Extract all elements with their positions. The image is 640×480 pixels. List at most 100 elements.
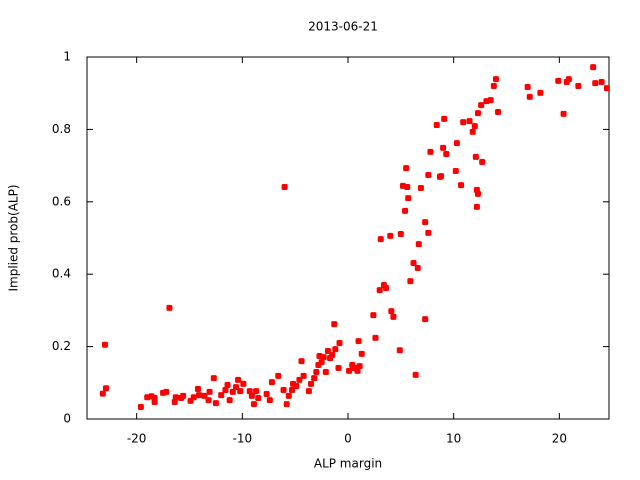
point [383, 284, 390, 291]
x-tick-label: -10 [233, 432, 253, 446]
point [313, 368, 320, 375]
point [332, 346, 339, 353]
point [255, 395, 262, 402]
point [201, 392, 208, 399]
point [422, 316, 429, 323]
y-axis-label: Implied prob(ALP) [7, 184, 21, 291]
point [336, 339, 343, 346]
point [206, 388, 213, 395]
point [492, 76, 499, 83]
point [387, 232, 394, 239]
point [280, 387, 287, 394]
x-axis-label: ALP margin [314, 457, 382, 471]
point [137, 404, 144, 411]
point [560, 110, 567, 117]
point [300, 372, 307, 379]
plot-frame [86, 56, 610, 420]
point [103, 385, 110, 392]
point [235, 376, 242, 383]
y-tick-label: 0.4 [52, 267, 71, 281]
point [298, 358, 305, 365]
point [346, 367, 353, 374]
point [427, 148, 434, 155]
point [440, 144, 447, 151]
point [592, 80, 599, 87]
point [335, 364, 342, 371]
point [263, 391, 270, 398]
point [218, 392, 225, 399]
point [422, 219, 429, 226]
y-tick-label: 0 [63, 412, 71, 426]
point [248, 392, 255, 399]
point [166, 304, 173, 311]
point [324, 347, 331, 354]
point [473, 203, 480, 210]
point [250, 401, 257, 408]
point [226, 397, 233, 404]
point [268, 379, 275, 386]
point [603, 85, 610, 92]
point [311, 375, 318, 382]
point [437, 173, 444, 180]
point [377, 236, 384, 243]
y-tick-label: 1 [63, 50, 71, 64]
point [487, 97, 494, 104]
point [415, 241, 422, 248]
point [281, 183, 288, 190]
point [490, 82, 497, 89]
point [376, 287, 383, 294]
point [212, 400, 219, 407]
point [425, 229, 432, 236]
x-tick-label: 0 [344, 432, 352, 446]
chart-title: 2013-06-21 [308, 20, 378, 34]
point [240, 380, 247, 387]
point [495, 109, 502, 116]
point [443, 151, 450, 158]
point [99, 390, 106, 397]
point [229, 388, 236, 395]
point [474, 110, 481, 117]
point [474, 190, 481, 197]
point [224, 381, 231, 388]
point [407, 278, 414, 285]
point [318, 359, 325, 366]
point [288, 387, 295, 394]
y-tick-label: 0.8 [52, 122, 71, 136]
point [354, 367, 361, 374]
point [190, 394, 197, 401]
point [453, 140, 460, 147]
point [320, 354, 327, 361]
point [275, 372, 282, 379]
point [402, 207, 409, 214]
point [171, 398, 178, 405]
point [526, 93, 533, 100]
point [460, 119, 467, 126]
x-tick-label: 20 [552, 432, 567, 446]
point [524, 84, 531, 91]
point [390, 313, 397, 320]
point [466, 118, 473, 125]
point [266, 397, 273, 404]
point [412, 371, 419, 378]
point [433, 122, 440, 129]
point [372, 334, 379, 341]
point [355, 338, 362, 345]
point [565, 76, 572, 83]
point [479, 158, 486, 165]
point [441, 115, 448, 122]
point [308, 380, 315, 387]
point [471, 123, 478, 130]
point [598, 78, 605, 85]
point [331, 321, 338, 328]
point [397, 231, 404, 238]
point [478, 102, 485, 109]
point [196, 392, 203, 399]
point [210, 375, 217, 382]
point [101, 341, 108, 348]
point [590, 64, 597, 71]
point [253, 388, 260, 395]
point [232, 384, 239, 391]
point [293, 383, 300, 390]
point [396, 347, 403, 354]
